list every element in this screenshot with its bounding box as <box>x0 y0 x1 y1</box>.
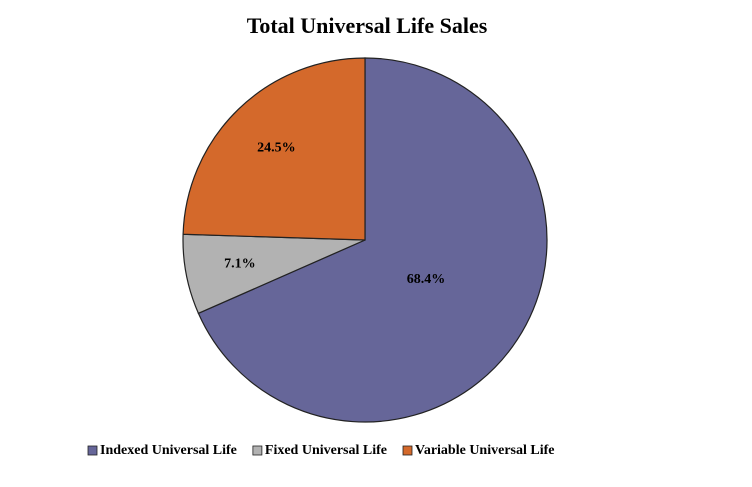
legend-label: Variable Universal Life <box>415 443 554 458</box>
pie-slice <box>182 57 366 241</box>
legend-label: Indexed Universal Life <box>100 443 237 458</box>
data-label: 24.5% <box>257 141 296 156</box>
pie-slice <box>197 57 548 423</box>
chart-title: Total Universal Life Sales <box>247 13 488 38</box>
legend-swatch <box>252 445 263 456</box>
data-label: 68.4% <box>407 272 446 287</box>
data-label: 7.1% <box>224 256 256 271</box>
legend-swatch <box>402 445 413 456</box>
legend-label: Fixed Universal Life <box>265 443 387 458</box>
legend-swatch <box>87 445 98 456</box>
